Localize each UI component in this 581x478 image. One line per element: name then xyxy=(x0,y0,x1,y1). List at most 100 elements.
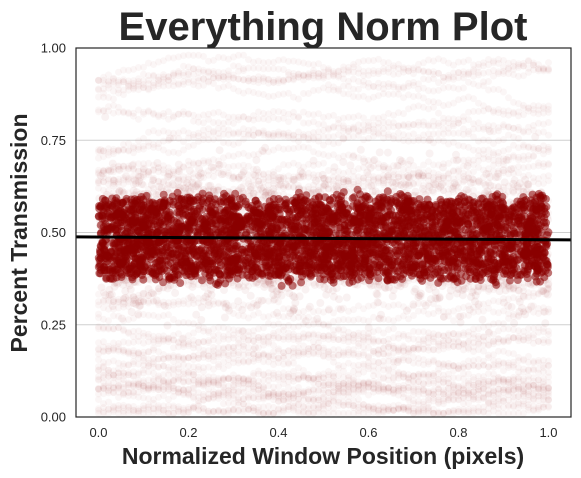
faint-trace-point xyxy=(545,132,552,139)
faint-trace-point xyxy=(545,379,552,386)
halo-point xyxy=(411,187,420,196)
halo-point xyxy=(270,295,279,304)
faint-trace-point xyxy=(435,308,442,315)
halo-point xyxy=(415,291,424,300)
halo-point xyxy=(129,186,138,195)
halo-point xyxy=(500,178,509,187)
faint-trace-point xyxy=(545,362,552,369)
faint-trace-point xyxy=(515,135,522,142)
halo-point xyxy=(527,302,536,311)
halo-point xyxy=(196,169,205,178)
halo-point xyxy=(122,172,131,181)
faint-trace-point xyxy=(415,80,422,87)
halo-point xyxy=(418,184,427,193)
halo-point xyxy=(502,155,511,164)
halo-point xyxy=(178,335,187,344)
faint-trace-point xyxy=(130,143,137,150)
halo-point xyxy=(485,284,494,293)
halo-point xyxy=(302,317,310,326)
faint-trace-point xyxy=(545,119,552,126)
halo-point xyxy=(206,181,215,190)
halo-point xyxy=(130,295,139,304)
halo-point xyxy=(110,177,119,185)
halo-point xyxy=(452,156,461,165)
halo-point xyxy=(373,298,382,307)
faint-trace-point xyxy=(180,81,187,88)
halo-point xyxy=(257,184,266,193)
halo-point xyxy=(192,310,201,319)
halo-point xyxy=(241,286,250,295)
faint-trace-point xyxy=(135,380,142,387)
faint-trace-point xyxy=(285,118,292,125)
halo-point xyxy=(478,315,487,324)
halo-point xyxy=(171,289,180,297)
halo-point xyxy=(389,286,398,294)
halo-point xyxy=(207,290,216,299)
faint-trace-point xyxy=(110,96,117,103)
halo-point xyxy=(269,291,278,300)
faint-trace-point xyxy=(500,398,507,405)
faint-trace-point xyxy=(240,401,247,408)
halo-point xyxy=(126,285,135,294)
faint-trace-point xyxy=(285,360,292,367)
faint-trace-point xyxy=(145,77,152,84)
halo-point xyxy=(494,169,503,178)
faint-trace-point xyxy=(545,337,552,344)
faint-trace-point xyxy=(545,144,552,151)
faint-trace-point xyxy=(325,397,332,404)
halo-point xyxy=(155,182,164,191)
halo-point xyxy=(229,174,238,183)
halo-point xyxy=(543,290,552,299)
faint-trace-point xyxy=(545,331,552,338)
halo-point xyxy=(332,182,341,191)
faint-trace-point xyxy=(365,354,372,361)
halo-point xyxy=(207,285,215,294)
faint-trace-point xyxy=(530,60,537,67)
halo-point xyxy=(174,177,183,185)
halo-point xyxy=(222,299,231,308)
halo-point xyxy=(286,309,295,318)
halo-point xyxy=(375,148,384,157)
halo-point xyxy=(485,127,494,136)
halo-point xyxy=(139,164,148,173)
faint-trace-point xyxy=(430,104,437,111)
faint-trace-point xyxy=(295,96,302,103)
halo-point xyxy=(321,181,330,190)
halo-point xyxy=(144,285,153,293)
halo-point xyxy=(201,292,210,301)
faint-trace-point xyxy=(545,66,552,73)
faint-trace-point xyxy=(500,320,507,327)
faint-trace-point xyxy=(460,85,467,92)
halo-point xyxy=(445,292,454,301)
faint-trace-point xyxy=(415,355,422,362)
halo-point xyxy=(437,180,446,189)
halo-point xyxy=(276,180,285,189)
halo-point xyxy=(465,305,474,314)
halo-point xyxy=(119,280,127,289)
halo-point xyxy=(108,159,117,168)
halo-point xyxy=(131,179,140,188)
faint-trace-point xyxy=(435,110,442,117)
halo-point xyxy=(135,177,144,185)
halo-point xyxy=(109,181,118,190)
halo-point xyxy=(380,283,389,292)
faint-trace-point xyxy=(415,344,422,351)
halo-point xyxy=(217,170,226,179)
halo-point xyxy=(543,285,552,294)
halo-point xyxy=(454,285,463,294)
faint-trace-point xyxy=(240,346,247,353)
halo-point xyxy=(118,314,126,323)
halo-point xyxy=(521,175,530,184)
halo-point xyxy=(197,316,206,324)
faint-trace-point xyxy=(545,177,552,184)
faint-trace-point xyxy=(530,153,537,160)
halo-point xyxy=(366,163,375,172)
halo-point xyxy=(188,282,197,291)
halo-point xyxy=(428,186,437,195)
halo-point xyxy=(411,285,420,294)
faint-trace-point xyxy=(545,59,552,66)
halo-point xyxy=(105,285,114,294)
halo-point xyxy=(516,179,524,188)
